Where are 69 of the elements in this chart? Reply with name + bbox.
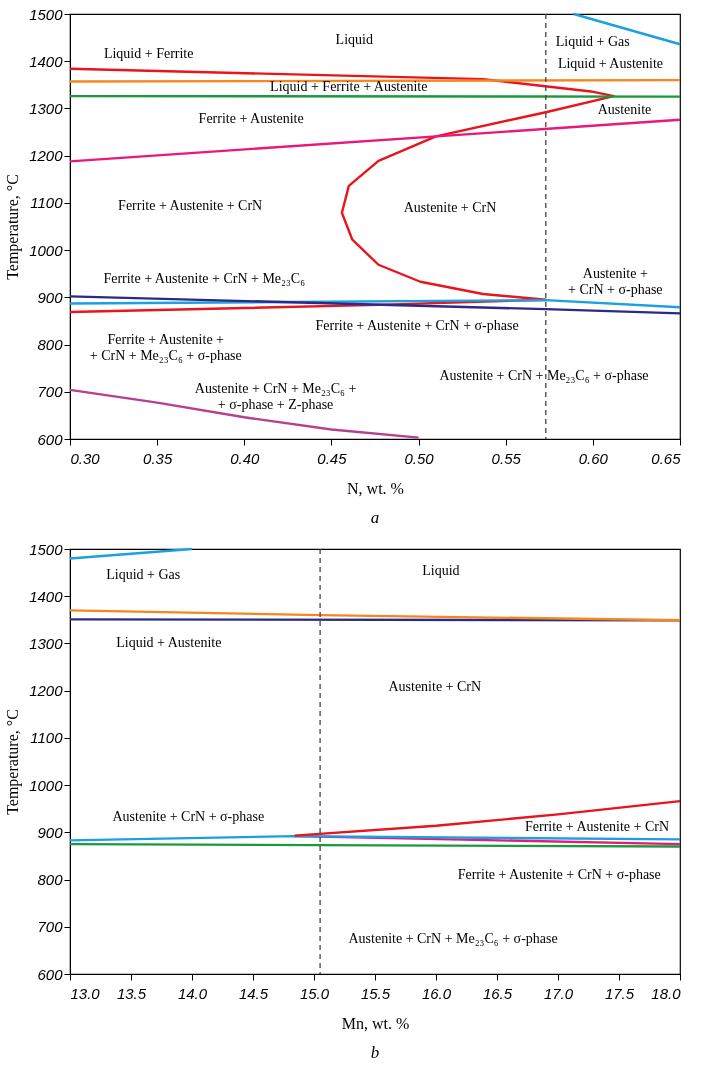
annotation: Liquid + Gas bbox=[555, 34, 630, 50]
y-tick-label: 800 bbox=[37, 336, 64, 354]
annotation: Ferrite + Austenite + CrN + Me₂₃C₆ bbox=[103, 270, 306, 286]
y-axis-title: Temperature, °C bbox=[4, 709, 23, 815]
annotation: Ferrite + Austenite bbox=[198, 111, 304, 127]
x-tick-label: 13.5 bbox=[116, 984, 147, 1002]
y-tick-label: 900 bbox=[37, 288, 64, 306]
annotation: Austenite bbox=[597, 102, 652, 118]
x-axis-title: N, wt. % bbox=[347, 479, 404, 497]
annotation: Liquid + Ferrite + Austenite bbox=[270, 79, 428, 95]
y-tick-label: 1000 bbox=[29, 776, 64, 794]
annotation: Austenite + CrN bbox=[388, 678, 482, 694]
x-tick-label: 16.0 bbox=[421, 984, 452, 1002]
x-tick-label: 16.5 bbox=[482, 984, 513, 1002]
y-tick-label: 1000 bbox=[29, 241, 64, 259]
annotation: Austenite + + CrN + σ-phase bbox=[568, 266, 663, 298]
x-tick-label: 0.45 bbox=[317, 449, 348, 467]
annotation: Austenite + CrN bbox=[403, 199, 497, 215]
annotation: Ferrite + Austenite + CrN + σ-phase bbox=[315, 317, 519, 333]
y-tick-label: 700 bbox=[37, 383, 64, 401]
y-tick-label: 600 bbox=[37, 965, 64, 983]
x-tick-label: 15.5 bbox=[360, 984, 391, 1002]
y-tick-label: 1200 bbox=[29, 682, 64, 700]
y-axis-title: Temperature, °C bbox=[4, 174, 23, 280]
annotation: Ferrite + Austenite + + CrN + Me₂₃C₆ + σ-phase bbox=[89, 332, 242, 364]
text: b bbox=[370, 1043, 380, 1062]
annotation: Ferrite + Austenite + CrN + σ-phase bbox=[457, 867, 661, 883]
annotation: Austenite + CrN + σ-phase bbox=[112, 809, 265, 825]
x-tick-label: 15.0 bbox=[299, 984, 330, 1002]
y-tick-label: 1300 bbox=[29, 634, 64, 652]
x-tick-label: 14.0 bbox=[177, 984, 208, 1002]
annotation: Austenite + CrN + Me₂₃C₆ + σ-phase bbox=[439, 367, 649, 383]
x-tick-label: 17.5 bbox=[604, 984, 635, 1002]
y-tick-label: 1200 bbox=[29, 147, 64, 165]
y-tick-label: 700 bbox=[37, 918, 64, 936]
y-tick-label: 1100 bbox=[30, 194, 64, 212]
y-tick-label: 1500 bbox=[29, 5, 64, 23]
x-tick-label: 0.55 bbox=[491, 449, 522, 467]
x-tick-label: 0.65 bbox=[651, 449, 682, 467]
x-tick-label: 14.5 bbox=[238, 984, 269, 1002]
annotation: Liquid + Austenite bbox=[557, 56, 664, 72]
y-tick-label: 1100 bbox=[30, 729, 64, 747]
annotation: Liquid + Gas bbox=[106, 567, 181, 583]
y-tick-label: 800 bbox=[37, 871, 64, 889]
annotation: Liquid + Austenite bbox=[116, 634, 222, 650]
y-tick-label: 1400 bbox=[29, 52, 64, 70]
x-axis-title: Mn, wt. % bbox=[341, 1014, 410, 1032]
y-tick-label: 900 bbox=[37, 823, 64, 841]
x-tick-label: 0.35 bbox=[143, 449, 173, 467]
line-series bbox=[293, 799, 682, 837]
annotation: Liquid bbox=[335, 31, 373, 47]
y-tick-label: 1400 bbox=[29, 587, 64, 605]
annotation: Austenite + CrN + Me₂₃C₆ + + σ-phase + Z-phase bbox=[194, 380, 357, 412]
y-tick-label: 1300 bbox=[29, 99, 64, 117]
x-tick-label: 0.40 bbox=[230, 449, 261, 467]
annotation: Liquid bbox=[422, 562, 460, 578]
x-tick-label: 0.30 bbox=[70, 449, 101, 467]
annotation: Austenite + CrN + Me₂₃C₆ + σ-phase bbox=[348, 930, 558, 946]
y-tick-label: 1500 bbox=[29, 540, 64, 558]
x-tick-label: 0.60 bbox=[578, 449, 609, 467]
text: a bbox=[370, 508, 380, 527]
annotation: Ferrite + Austenite + CrN bbox=[524, 818, 670, 834]
x-tick-label: 13.0 bbox=[70, 984, 101, 1002]
annotation: Ferrite + Austenite + CrN bbox=[118, 197, 263, 213]
annotation: Liquid + Ferrite bbox=[103, 45, 194, 61]
y-tick-label: 600 bbox=[37, 430, 64, 448]
x-tick-label: 0.50 bbox=[404, 449, 435, 467]
x-tick-label: 17.0 bbox=[543, 984, 574, 1002]
x-tick-label: 18.0 bbox=[651, 984, 682, 1002]
